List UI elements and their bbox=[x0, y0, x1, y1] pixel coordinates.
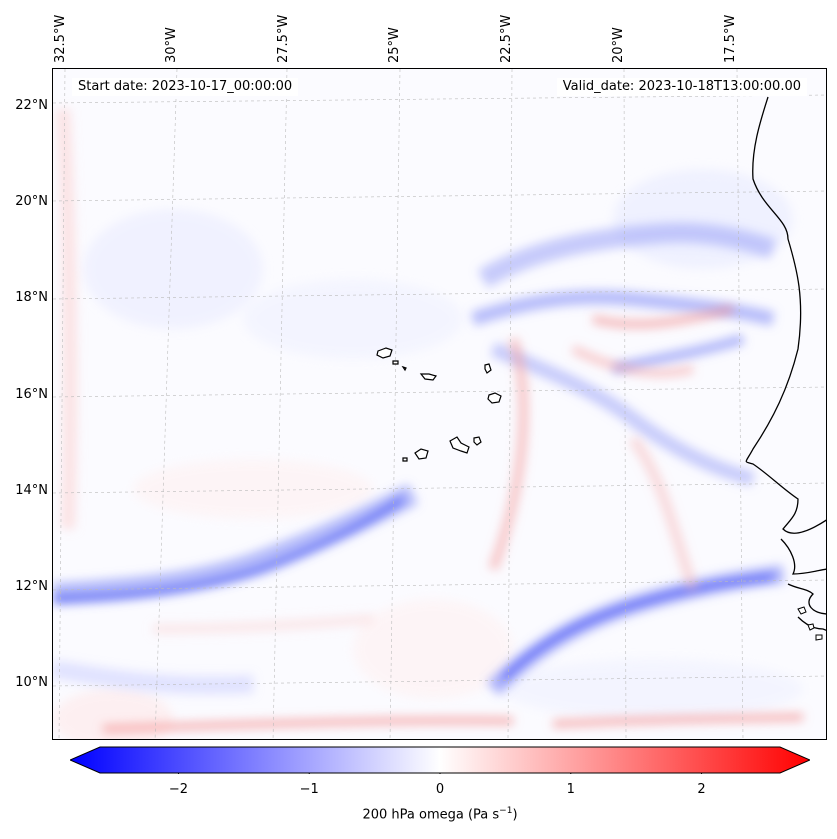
lat-label-18n: 18°N bbox=[15, 290, 48, 305]
valid-date-label: Valid_date: 2023-10-18T13:00:00.00 bbox=[556, 78, 807, 96]
colorbar-label: 200 hPa omega (Pa s−1) bbox=[0, 806, 837, 822]
colorbar-tickmarks bbox=[177, 773, 703, 774]
colorbar-tick-label-3: 1 bbox=[566, 782, 575, 797]
lon-label-22-5w: 22.5°W bbox=[499, 14, 514, 63]
bijagos-islands bbox=[797, 606, 823, 641]
start-date-label: Start date: 2023-10-17_00:00:00 bbox=[72, 78, 299, 96]
colorbar-label-exponent: −1 bbox=[499, 806, 513, 816]
descent-bands bbox=[56, 108, 804, 733]
colorbar-tick-label-2: 0 bbox=[435, 782, 445, 797]
coastline bbox=[745, 96, 826, 631]
map-panel[interactable] bbox=[52, 68, 827, 740]
lat-label-22n: 22°N bbox=[15, 98, 48, 113]
colorbar-label-close: ) bbox=[512, 807, 518, 823]
colorbar-label-main: 200 hPa omega (Pa s bbox=[362, 807, 500, 823]
colorbar-bar bbox=[70, 746, 810, 774]
lon-label-32-5w: 32.5°W bbox=[53, 14, 68, 63]
colorbar bbox=[70, 746, 810, 774]
lat-label-14n: 14°N bbox=[15, 483, 48, 498]
lat-label-10n: 10°N bbox=[15, 675, 48, 690]
lon-label-25w: 25°W bbox=[387, 27, 402, 63]
lon-label-27-5w: 27.5°W bbox=[276, 14, 291, 63]
cape-verde-islands bbox=[376, 347, 502, 462]
colorbar-tick-label-0: −2 bbox=[168, 782, 189, 797]
colorbar-tick-label-1: −1 bbox=[299, 782, 319, 797]
lat-label-16n: 16°N bbox=[15, 387, 48, 402]
background-field-texture bbox=[53, 169, 803, 739]
colorbar-tick-label-4: 2 bbox=[697, 782, 706, 797]
omega-field-map bbox=[53, 69, 826, 739]
gridlines bbox=[53, 69, 826, 739]
lon-label-20w: 20°W bbox=[611, 27, 626, 63]
lat-label-12n: 12°N bbox=[15, 579, 48, 594]
lon-label-17-5w: 17.5°W bbox=[723, 14, 738, 63]
lat-label-20n: 20°N bbox=[15, 194, 48, 209]
lon-label-30w: 30°W bbox=[164, 27, 179, 63]
